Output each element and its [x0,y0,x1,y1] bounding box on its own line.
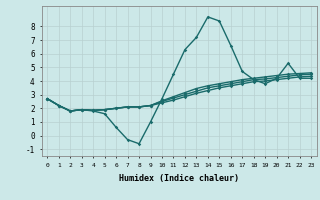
X-axis label: Humidex (Indice chaleur): Humidex (Indice chaleur) [119,174,239,183]
